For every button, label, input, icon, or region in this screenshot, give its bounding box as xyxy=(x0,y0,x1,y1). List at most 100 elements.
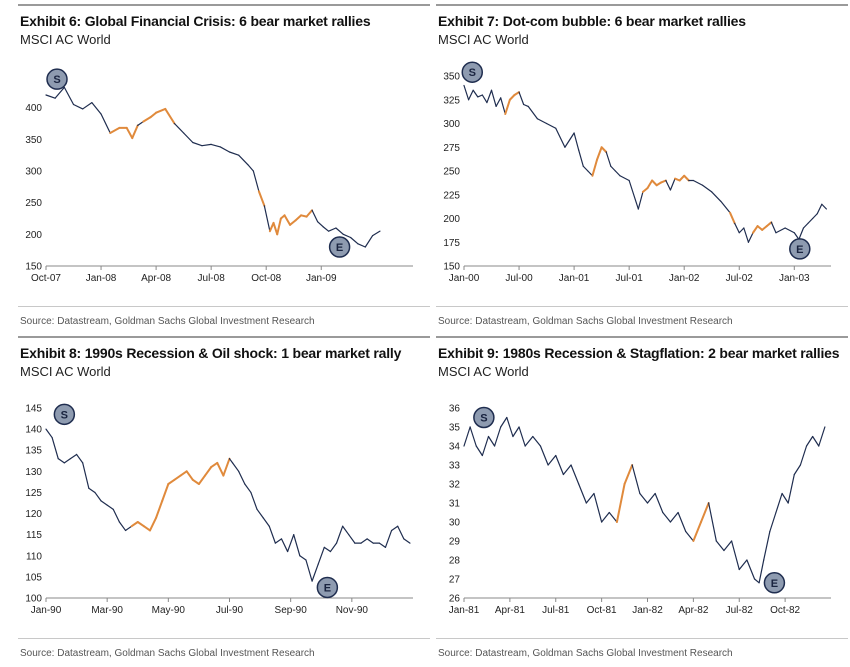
index-segment xyxy=(357,243,366,248)
index-segment xyxy=(54,86,65,99)
index-segment xyxy=(397,525,405,540)
index-segment xyxy=(562,464,572,476)
index-segment xyxy=(45,94,56,99)
index-segment xyxy=(305,559,313,582)
index-segment xyxy=(238,154,249,166)
end-marker: E xyxy=(328,236,351,258)
index-segment xyxy=(500,97,506,115)
index-segment xyxy=(677,511,687,533)
y-tick-label: 275 xyxy=(443,143,460,154)
index-segment xyxy=(758,559,765,584)
rally-segment xyxy=(142,116,152,123)
rally-segment xyxy=(591,158,599,177)
start-marker: S xyxy=(53,403,76,426)
rally-segment xyxy=(191,478,200,485)
start-marker: S xyxy=(46,68,68,90)
y-tick-label: 31 xyxy=(449,499,461,510)
rally-segment xyxy=(276,217,282,236)
index-segment xyxy=(350,236,359,245)
y-tick-label: 105 xyxy=(25,572,42,583)
index-segment xyxy=(69,453,78,460)
marker-label: S xyxy=(61,409,68,421)
index-segment xyxy=(662,511,672,523)
y-tick-label: 350 xyxy=(443,72,460,83)
index-segment xyxy=(812,435,820,447)
index-segment xyxy=(311,209,319,223)
index-segment xyxy=(805,435,814,447)
x-tick-label: Jan-02 xyxy=(669,273,700,284)
y-tick-label: 200 xyxy=(25,230,42,241)
index-segment xyxy=(821,203,828,210)
y-tick-label: 145 xyxy=(25,404,42,415)
end-marker: E xyxy=(316,576,339,599)
index-segment xyxy=(342,525,350,536)
index-segment xyxy=(327,227,337,232)
marker-circle xyxy=(328,236,351,258)
y-tick-label: 34 xyxy=(449,442,461,453)
index-segment xyxy=(720,200,731,214)
index-segment xyxy=(63,458,72,464)
index-segment xyxy=(112,508,121,523)
index-segment xyxy=(366,538,374,544)
rally-segment xyxy=(131,124,139,140)
rally-segment xyxy=(683,174,690,182)
index-segment xyxy=(335,525,344,544)
index-segment xyxy=(403,538,411,544)
index-segment xyxy=(124,525,133,532)
index-segment xyxy=(493,426,502,447)
index-segment xyxy=(631,464,641,495)
index-segment xyxy=(582,165,589,172)
x-tick-label: Jan-00 xyxy=(449,273,480,284)
x-tick-label: Oct-82 xyxy=(770,605,800,616)
rally-segment xyxy=(148,516,158,532)
index-segment xyxy=(723,540,733,552)
rally-segment xyxy=(615,483,626,523)
index-segment xyxy=(527,105,539,120)
index-segment xyxy=(763,530,771,561)
index-segment xyxy=(573,132,580,151)
x-tick-label: Jan-81 xyxy=(449,605,480,616)
index-segment xyxy=(523,103,529,108)
index-segment xyxy=(390,525,399,532)
y-tick-label: 125 xyxy=(25,488,42,499)
index-segment xyxy=(137,120,144,127)
index-segment xyxy=(364,235,374,248)
y-tick-label: 35 xyxy=(449,423,461,434)
y-tick-label: 200 xyxy=(443,214,460,225)
y-tick-label: 115 xyxy=(26,530,42,541)
y-tick-label: 29 xyxy=(449,537,461,548)
divider xyxy=(18,638,430,639)
x-tick-label: Jul-00 xyxy=(505,273,533,284)
x-tick-label: Jul-01 xyxy=(616,273,644,284)
index-segment xyxy=(490,89,497,108)
index-segment xyxy=(787,473,795,504)
rally-segment xyxy=(167,478,176,485)
index-segment xyxy=(210,143,221,148)
y-tick-label: 120 xyxy=(25,509,42,520)
index-segment xyxy=(63,86,75,106)
end-marker: E xyxy=(789,238,811,260)
y-tick-label: 150 xyxy=(443,262,460,273)
chart-subtitle: MSCI AC World xyxy=(438,32,529,47)
index-segment xyxy=(802,222,809,229)
index-segment xyxy=(769,511,777,533)
index-segment xyxy=(738,559,748,571)
x-tick-label: Jul-81 xyxy=(542,605,570,616)
marker-label: E xyxy=(324,582,331,594)
line-chart-1980s: 26 27 28 29 30 31 32 33 34 35 36 Jan-81 Apr-81 Jul-81… xyxy=(449,404,831,616)
x-tick-label: Oct-08 xyxy=(251,273,281,284)
index-segment xyxy=(711,191,722,202)
index-segment xyxy=(472,89,479,98)
index-segment xyxy=(57,458,65,464)
marker-circle xyxy=(763,572,786,594)
rally-segment xyxy=(700,502,710,523)
x-tick-label: May-90 xyxy=(152,605,186,616)
index-segment xyxy=(539,445,549,466)
index-segment xyxy=(201,143,212,147)
marker-label: E xyxy=(336,242,343,254)
index-segment xyxy=(378,542,387,548)
index-segment xyxy=(807,217,814,224)
index-segment xyxy=(536,118,548,125)
chart-subtitle: MSCI AC World xyxy=(20,32,111,47)
index-segment xyxy=(118,521,127,532)
